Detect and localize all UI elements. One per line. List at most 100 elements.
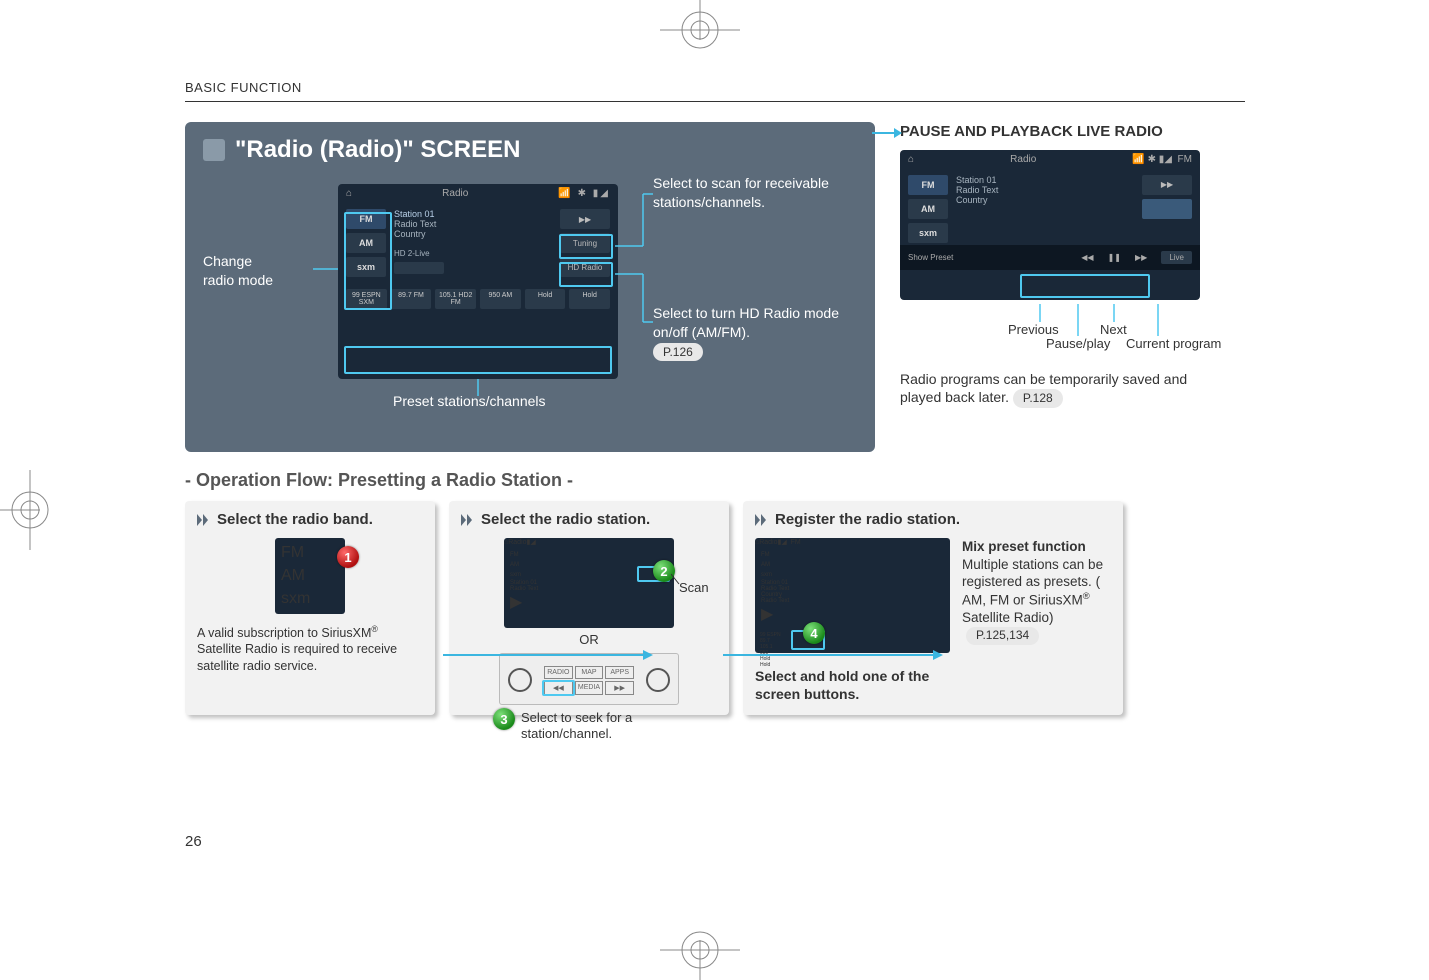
c3-mix-title: Mix preset function [962, 538, 1111, 556]
c1-fm[interactable]: FM [281, 544, 339, 562]
band-am[interactable]: AM [346, 233, 386, 253]
pp-live[interactable]: Live [1161, 251, 1192, 264]
c3-shot: ⌂Radio▮◢ FM FMAMsxm Station 01Radio Text… [755, 538, 950, 653]
operation-flow-title: - Operation Flow: Presetting a Radio Sta… [185, 470, 1245, 491]
preset-btn[interactable]: Hold [569, 289, 610, 309]
crop-mark-top [640, 0, 760, 60]
station-line: Country [394, 229, 552, 239]
right-knob[interactable] [646, 668, 670, 692]
radio-title-text: "Radio (Radio)" SCREEN [235, 136, 520, 164]
pp-line: Station 01 [956, 175, 1134, 185]
sound-button[interactable] [394, 262, 444, 274]
radio-title-icon [203, 139, 225, 161]
reg-mark: ® [1083, 591, 1090, 602]
flow-card-station: Select the radio station. ⌂Radio▮◢ FMAMs… [449, 501, 729, 715]
arrow-to-right-col [872, 126, 902, 140]
home-icon: ⌂ [346, 188, 352, 199]
header-rule [185, 101, 1245, 102]
c1-foot-a: A valid subscription to SiriusXM [197, 626, 371, 640]
flow-card-title-1: Select the radio band. [197, 511, 423, 528]
radio-screen-panel: "Radio (Radio)" SCREEN Change radio mode… [185, 122, 875, 452]
c3-mix-b: Satellite Radio) [962, 610, 1054, 625]
c2-seek-text: Select to seek for a station/channel. [521, 710, 691, 743]
flow-card1-title-text: Select the radio band. [217, 511, 373, 528]
flow-card-title-2: Select the radio station. [461, 511, 717, 528]
hd-label: HD 2-Live [394, 249, 552, 258]
side-next[interactable]: ▶▶ [560, 209, 610, 229]
flow-card2-title-text: Select the radio station. [481, 511, 650, 528]
band-column: FM AM sxm [346, 209, 386, 281]
pp-band-fm[interactable]: FM [908, 175, 948, 195]
station-line: Station 01 [394, 209, 552, 219]
reg-mark: ® [371, 624, 377, 634]
preset-btn[interactable]: 99 ESPN SXM [346, 289, 387, 309]
hl-presets [344, 346, 612, 374]
pp-side-tuning[interactable] [1142, 199, 1192, 219]
pp-side-next[interactable]: ▶▶ [1142, 175, 1192, 195]
pp-desc: Radio programs can be temporarily saved … [900, 370, 1230, 408]
c2-or: OR [461, 632, 717, 647]
station-line: Radio Text [394, 219, 552, 229]
callout-hd-text: Select to turn HD Radio mode on/off (AM/… [653, 305, 839, 340]
left-knob[interactable] [508, 668, 532, 692]
callout-scan: Select to scan for receivable stations/c… [653, 174, 853, 212]
pp-line: Country [956, 195, 1134, 205]
panel-next[interactable]: ▶▶ [605, 681, 634, 695]
badge-1: 1 [337, 546, 359, 568]
preset-btn[interactable]: 89.7 FM [391, 289, 432, 309]
side-hdradio[interactable]: HD Radio [560, 257, 610, 277]
c1-foot-b: Satellite Radio is required to receive s… [197, 642, 397, 672]
callout-presets: Preset stations/channels [393, 392, 546, 411]
page-ref-mix: P.125,134 [966, 627, 1039, 645]
side-button-column: ▶▶ Tuning HD Radio [560, 209, 610, 281]
chevron-icon [197, 514, 211, 526]
callout-hd: Select to turn HD Radio mode on/off (AM/… [653, 304, 863, 361]
pp-pause[interactable]: ❚❚ [1108, 253, 1121, 262]
status-icons: 📶 ✱ ▮◢ [558, 188, 610, 199]
panel-media[interactable]: MEDIA [575, 681, 604, 695]
chevron-icon [461, 514, 475, 526]
section-header: BASIC FUNCTION [185, 80, 1245, 95]
panel-radio[interactable]: RADIO [544, 666, 573, 679]
flow-card-register: Register the radio station. ⌂Radio▮◢ FM … [743, 501, 1123, 715]
panel-apps[interactable]: APPS [605, 666, 634, 679]
lbl-pause: Pause/play [1046, 336, 1110, 351]
pp-band-sxm[interactable]: sxm [908, 223, 948, 243]
pause-screenshot: ⌂ Radio 📶 ✱ ▮◢ FM FM AM sxm Station 01 R… [900, 150, 1200, 300]
band-sxm[interactable]: sxm [346, 257, 386, 277]
preset-btn[interactable]: 950 AM [480, 289, 521, 309]
flow-card3-title-text: Register the radio station. [775, 511, 960, 528]
station-info: Station 01 Radio Text Country HD 2-Live [394, 209, 552, 281]
radio-main-screenshot: ⌂ Radio 📶 ✱ ▮◢ FM AM sxm Station 01 Radi… [338, 184, 618, 379]
lbl-current: Current program [1126, 336, 1221, 351]
pp-band-am[interactable]: AM [908, 199, 948, 219]
home-icon: ⌂ [908, 154, 914, 165]
pp-line: Radio Text [956, 185, 1134, 195]
badge-4: 4 [803, 622, 825, 644]
pp-next[interactable]: ▶▶ [1135, 253, 1147, 262]
c2-shot: ⌂Radio▮◢ FMAMsxm Station 01Radio Text ▶ [504, 538, 674, 628]
pause-playback-column: PAUSE AND PLAYBACK LIVE RADIO ⌂ Radio 📶 … [900, 122, 1230, 452]
page-ref-hd: P.126 [653, 343, 703, 361]
c1-sxm[interactable]: sxm [281, 590, 339, 608]
band-select-shot: FM AM sxm [275, 538, 345, 614]
screenshot-title: Radio [442, 188, 468, 199]
c2-scan-label: Scan [679, 580, 709, 595]
panel-map[interactable]: MAP [575, 666, 604, 679]
band-fm[interactable]: FM [346, 209, 386, 229]
badge-3: 3 [493, 708, 515, 730]
preset-btn[interactable]: 105.1 HD2 FM [435, 289, 476, 309]
crop-mark-left [0, 450, 60, 570]
c1-am[interactable]: AM [281, 567, 339, 585]
lbl-next: Next [1100, 322, 1127, 337]
preset-row: 99 ESPN SXM 89.7 FM 105.1 HD2 FM 950 AM … [338, 289, 618, 317]
radio-panel-title: "Radio (Radio)" SCREEN [203, 136, 857, 164]
hl-pp-controls [1020, 274, 1150, 298]
pp-control-bar: Show Preset ◀◀ ❚❚ ▶▶ Live [900, 245, 1200, 270]
pause-shot-title: Radio [1010, 154, 1036, 165]
pp-prev[interactable]: ◀◀ [1081, 253, 1093, 262]
preset-btn[interactable]: Hold [525, 289, 566, 309]
c2-control-panel: RADIO MAP APPS ◀◀ MEDIA ▶▶ [499, 653, 679, 705]
side-tuning[interactable]: Tuning [560, 233, 610, 253]
panel-prev[interactable]: ◀◀ [544, 681, 573, 695]
